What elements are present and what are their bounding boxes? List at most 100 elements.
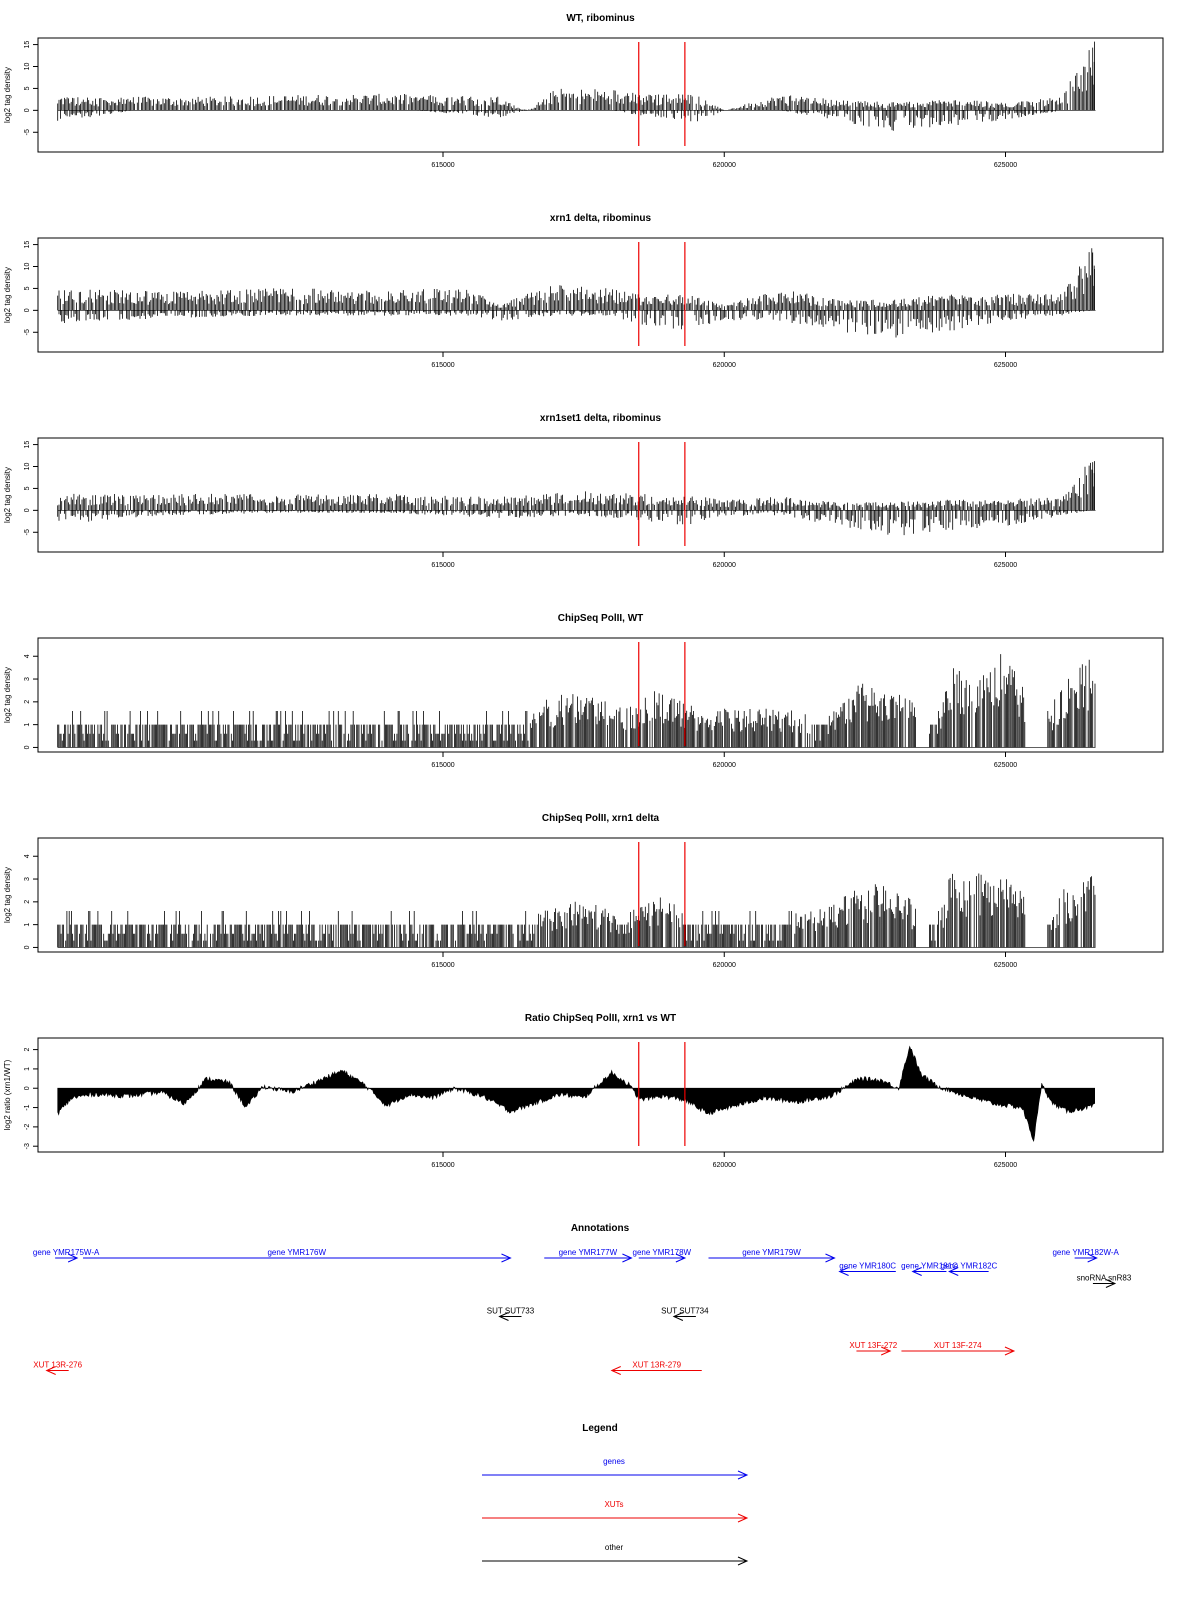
feature-8: gene YMR182C bbox=[941, 1262, 998, 1276]
feature-label: XUT 13R-279 bbox=[632, 1361, 681, 1370]
y-tick-label: 2 bbox=[24, 700, 31, 704]
x-tick-label: 625000 bbox=[994, 362, 1017, 369]
signal-bars bbox=[57, 654, 1096, 748]
legend-arrow-head bbox=[737, 1513, 749, 1523]
signal-bars bbox=[57, 461, 1095, 536]
feature-label: gene YMR182C bbox=[941, 1262, 998, 1271]
ratio-area bbox=[57, 1045, 1095, 1142]
y-axis-label: log2 tag density bbox=[3, 467, 12, 523]
legend-item-other: other bbox=[482, 1543, 749, 1566]
feature-label: snoRNA snR83 bbox=[1077, 1274, 1132, 1283]
y-tick-label: 2 bbox=[24, 900, 31, 904]
feature-arrow-head bbox=[1004, 1346, 1016, 1356]
feature-arrow-head bbox=[498, 1312, 509, 1321]
x-tick-label: 620000 bbox=[713, 962, 736, 969]
feature-label: XUT 13F-272 bbox=[849, 1341, 897, 1350]
y-tick-label: -2 bbox=[24, 1124, 31, 1130]
x-tick-label: 625000 bbox=[994, 762, 1017, 769]
legend-title: Legend bbox=[582, 1423, 618, 1434]
y-tick-label: 2 bbox=[24, 1048, 31, 1052]
feature-arrow-head bbox=[1087, 1253, 1098, 1263]
feature-label: gene YMR182W-A bbox=[1052, 1248, 1119, 1257]
y-tick-label: -5 bbox=[24, 129, 31, 135]
x-tick-label: 615000 bbox=[431, 362, 454, 369]
signal-bars bbox=[57, 248, 1095, 338]
data-series bbox=[57, 41, 1096, 131]
feature-2: gene YMR176W bbox=[83, 1248, 512, 1263]
feature-label: SUT SUT734 bbox=[661, 1307, 709, 1316]
y-tick-label: 1 bbox=[24, 1067, 31, 1071]
y-tick-label: 3 bbox=[24, 677, 31, 681]
y-tick-label: 4 bbox=[24, 854, 31, 858]
y-tick-label: 1 bbox=[24, 723, 31, 727]
y-axis-label: log2 tag density bbox=[3, 67, 12, 123]
feature-arrow-head bbox=[622, 1253, 633, 1263]
feature-15: XUT 13F-272 bbox=[849, 1341, 898, 1356]
feature-label: gene YMR181C bbox=[901, 1262, 958, 1271]
annotations-track: Annotations gene YMR175W-A gene YMR176W gen… bbox=[33, 1223, 1132, 1375]
x-tick-label: 615000 bbox=[431, 762, 454, 769]
legend-label: XUTs bbox=[604, 1500, 623, 1509]
panel-1: WT, ribominus log2 tag density -5 0 5 10 15 615… bbox=[3, 13, 1164, 169]
feature-9: gene YMR182W-A bbox=[1052, 1248, 1120, 1263]
y-axis-label: log2 ratio (xrn1/WT) bbox=[3, 1059, 12, 1130]
signal-bars bbox=[57, 873, 1096, 948]
feature-13: XUT 13R-276 bbox=[33, 1361, 83, 1375]
feature-arrow-head bbox=[948, 1267, 959, 1276]
y-tick-label: -3 bbox=[24, 1143, 31, 1149]
data-series bbox=[57, 654, 1096, 748]
x-tick-label: 620000 bbox=[713, 162, 736, 169]
x-tick-label: 620000 bbox=[713, 1162, 736, 1169]
data-series bbox=[57, 248, 1096, 338]
legend-arrow-head bbox=[737, 1470, 749, 1480]
x-tick-label: 615000 bbox=[431, 1162, 454, 1169]
y-tick-label: -1 bbox=[24, 1104, 31, 1110]
feature-3: gene YMR177W bbox=[544, 1248, 633, 1263]
feature-12: SUT SUT734 bbox=[661, 1307, 709, 1321]
y-tick-label: 5 bbox=[24, 486, 31, 490]
feature-label: XUT 13R-276 bbox=[33, 1361, 82, 1370]
plot-frame bbox=[37, 437, 1164, 553]
y-tick-label: 4 bbox=[24, 654, 31, 658]
y-tick-label: 0 bbox=[24, 1086, 31, 1090]
x-tick-label: 615000 bbox=[431, 162, 454, 169]
feature-label: gene YMR176W bbox=[267, 1248, 326, 1257]
plot-frame bbox=[37, 637, 1164, 753]
plot-frame bbox=[37, 837, 1164, 953]
y-tick-label: 5 bbox=[24, 86, 31, 90]
feature-arrow-head bbox=[67, 1253, 79, 1263]
y-tick-label: 10 bbox=[24, 463, 31, 471]
y-tick-label: 0 bbox=[24, 745, 31, 749]
feature-label: SUT SUT733 bbox=[487, 1307, 535, 1316]
y-tick-label: -5 bbox=[24, 329, 31, 335]
x-tick-label: 615000 bbox=[431, 562, 454, 569]
y-tick-label: 10 bbox=[24, 263, 31, 271]
y-axis-label: log2 tag density bbox=[3, 867, 12, 923]
feature-5: gene YMR179W bbox=[708, 1248, 836, 1263]
panel-6: Ratio ChipSeq PolII, xrn1 vs WT log2 rati… bbox=[3, 1013, 1164, 1169]
feature-arrow-head bbox=[610, 1366, 621, 1375]
feature-arrow-head bbox=[501, 1253, 512, 1263]
y-tick-label: 0 bbox=[24, 945, 31, 949]
y-tick-label: 15 bbox=[24, 441, 31, 449]
feature-label: gene YMR179W bbox=[742, 1248, 801, 1257]
x-tick-label: 620000 bbox=[713, 562, 736, 569]
data-series bbox=[57, 873, 1096, 948]
feature-arrow-head bbox=[825, 1253, 836, 1263]
y-tick-label: 5 bbox=[24, 286, 31, 290]
legend-item-genes: genes bbox=[482, 1457, 749, 1480]
x-tick-label: 625000 bbox=[994, 962, 1017, 969]
feature-6: gene YMR180C bbox=[838, 1262, 896, 1276]
panel-2: xrn1 delta, ribominus log2 tag density -5 0… bbox=[3, 213, 1164, 369]
legend-label: other bbox=[605, 1543, 624, 1552]
plot-frame bbox=[37, 1037, 1164, 1153]
legend-arrow-head bbox=[737, 1556, 749, 1566]
x-tick-label: 625000 bbox=[994, 562, 1017, 569]
feature-label: gene YMR180C bbox=[839, 1262, 896, 1271]
feature-arrow-head bbox=[45, 1366, 56, 1375]
panel-title: ChipSeq PolII, xrn1 delta bbox=[542, 813, 660, 824]
x-tick-label: 625000 bbox=[994, 1162, 1017, 1169]
signal-bars bbox=[57, 41, 1095, 131]
y-tick-label: -5 bbox=[24, 529, 31, 535]
feature-arrow-head bbox=[911, 1267, 922, 1276]
